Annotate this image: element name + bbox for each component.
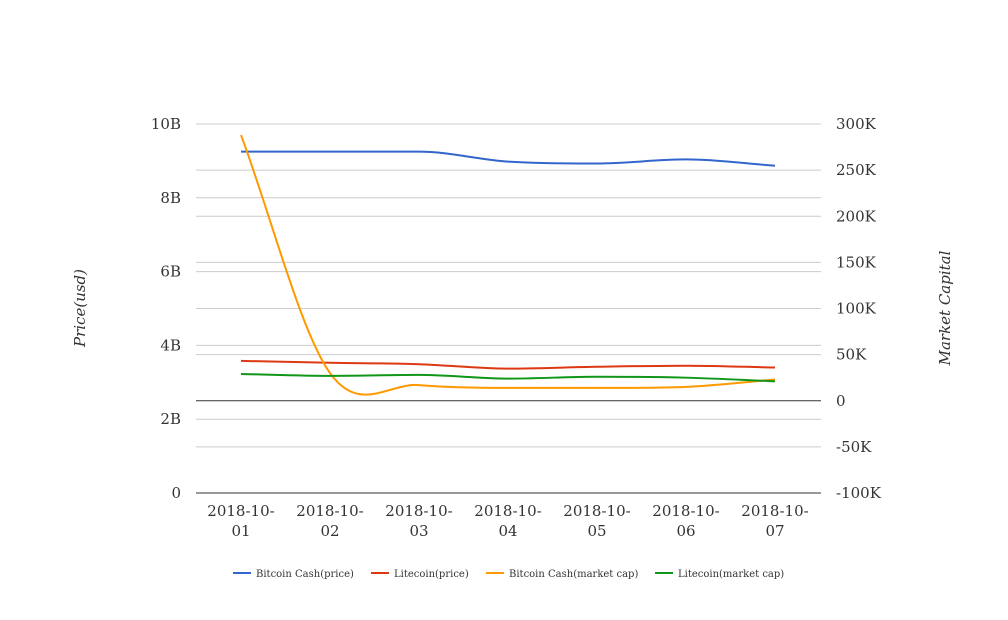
legend-item-label: Litecoin(market cap) bbox=[678, 569, 784, 580]
legend-item-label: Bitcoin Cash(market cap) bbox=[509, 569, 638, 580]
x-tick-label: 2018-10-03 bbox=[385, 502, 452, 540]
left-tick-label: 8B bbox=[160, 189, 181, 207]
right-tick-label: 300K bbox=[836, 115, 877, 133]
right-tick-label: 100K bbox=[836, 300, 877, 318]
left-tick-label: 4B bbox=[160, 336, 181, 354]
right-tick-label: -100K bbox=[836, 484, 882, 502]
x-tick-label: 2018-10-04 bbox=[474, 502, 541, 540]
left-tick-label: 10B bbox=[151, 115, 181, 133]
right-tick-label: -50K bbox=[836, 438, 872, 456]
series-line-0 bbox=[241, 150, 776, 167]
right-axis-title: Market Capital bbox=[936, 250, 954, 366]
x-tick-label: 2018-10-05 bbox=[563, 502, 630, 540]
series-lines bbox=[240, 134, 776, 396]
legend-item-label: Bitcoin Cash(price) bbox=[256, 569, 354, 580]
series-line-2 bbox=[240, 134, 776, 396]
series-line-1 bbox=[240, 359, 776, 370]
left-tick-label: 0 bbox=[171, 484, 181, 502]
left-axis-title: Price(usd) bbox=[71, 269, 89, 348]
legend-item-label: Litecoin(price) bbox=[394, 569, 469, 580]
right-axis-ticks: -100K -50K 0 50K 100K 150K 200K 250K 300K bbox=[836, 115, 882, 502]
x-tick-label: 2018-10-07 bbox=[741, 502, 808, 540]
grid-lines bbox=[196, 123, 821, 448]
x-tick-label: 2018-10-06 bbox=[652, 502, 719, 540]
right-tick-label: 0 bbox=[836, 392, 846, 410]
series-line-3 bbox=[240, 372, 776, 383]
right-tick-label: 50K bbox=[836, 346, 867, 364]
right-tick-label: 250K bbox=[836, 161, 877, 179]
legend: Bitcoin Cash(price) Litecoin(price) Bitcoi… bbox=[233, 569, 784, 580]
left-axis-ticks: 0 2B 4B 6B 8B 10B bbox=[151, 115, 181, 502]
left-tick-label: 2B bbox=[160, 410, 181, 428]
x-axis-ticks: 2018-10-01 2018-10-02 2018-10-03 2018-10-04… bbox=[207, 502, 808, 540]
left-tick-label: 6B bbox=[160, 263, 181, 281]
x-tick-label: 2018-10-01 bbox=[207, 502, 274, 540]
right-tick-label: 150K bbox=[836, 253, 877, 271]
x-tick-label: 2018-10-02 bbox=[296, 502, 363, 540]
right-tick-label: 200K bbox=[836, 207, 877, 225]
